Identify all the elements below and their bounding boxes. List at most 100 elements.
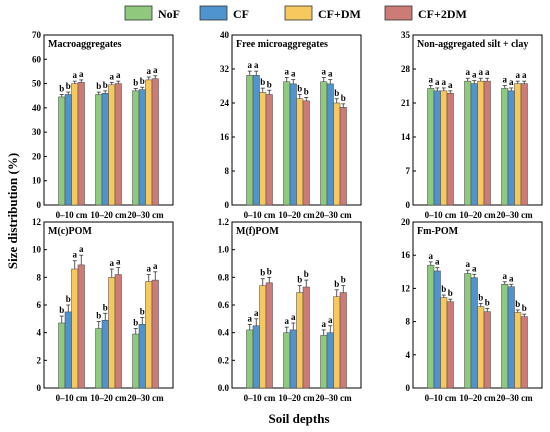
bar <box>333 102 341 206</box>
y-tick-label: 28 <box>401 64 411 74</box>
significance-letter: b <box>441 284 446 294</box>
significance-letter: a <box>429 75 434 85</box>
x-tick-label: 10–20 cm <box>278 210 315 220</box>
significance-letter: a <box>248 313 253 323</box>
significance-letter: a <box>153 65 158 75</box>
legend-label-1: CF <box>233 7 249 21</box>
y-tick-label: 20 <box>401 217 411 227</box>
y-tick-label: 0.4 <box>218 328 230 338</box>
significance-letter: a <box>509 77 514 87</box>
y-tick-label: 12 <box>401 283 411 293</box>
bar <box>145 79 153 206</box>
significance-letter: b <box>66 294 71 304</box>
bar <box>265 94 273 206</box>
significance-letter: a <box>110 71 115 81</box>
y-tick-label: 0 <box>37 383 42 393</box>
significance-letter: a <box>472 263 477 273</box>
significance-letter: b <box>341 275 346 285</box>
y-tick-label: 12 <box>32 217 42 227</box>
bar <box>132 333 140 389</box>
significance-letter: b <box>478 292 483 302</box>
bar <box>296 292 304 389</box>
bar <box>114 83 122 206</box>
bar <box>333 296 341 389</box>
significance-letter: b <box>267 266 272 276</box>
bar <box>259 285 267 389</box>
x-tick-label: 20–30 cm <box>127 210 164 220</box>
significance-letter: b <box>267 79 272 89</box>
significance-letter: a <box>466 259 471 269</box>
bar <box>483 80 491 206</box>
bar <box>501 88 509 206</box>
y-tick-label: 8 <box>225 166 230 176</box>
x-tick-label: 10–20 cm <box>459 393 496 403</box>
y-tick-label: 30 <box>32 127 42 137</box>
significance-letter: a <box>322 67 327 77</box>
x-tick-label: 0–10 cm <box>425 210 457 220</box>
y-tick-label: 16 <box>220 132 230 142</box>
x-tick-label: 0–10 cm <box>244 210 276 220</box>
bar <box>71 268 79 389</box>
significance-letter: a <box>73 250 78 260</box>
y-tick-label: 24 <box>220 98 230 108</box>
bar <box>446 93 454 206</box>
x-tick-label: 20–30 cm <box>315 393 352 403</box>
y-tick-label: 16 <box>401 250 411 260</box>
bar <box>433 90 441 206</box>
significance-letter: a <box>429 251 434 261</box>
bar <box>58 96 66 206</box>
bar <box>58 322 66 389</box>
y-tick-label: 60 <box>32 54 42 64</box>
bar <box>507 286 515 389</box>
significance-letter: a <box>472 70 477 80</box>
bar <box>289 83 297 206</box>
bar <box>283 81 291 206</box>
bar <box>501 284 509 389</box>
bar <box>108 84 116 206</box>
y-tick-label: 7 <box>406 166 411 176</box>
significance-letter: b <box>485 297 490 307</box>
significance-letter: b <box>522 303 527 313</box>
bar <box>514 83 522 206</box>
significance-letter: a <box>503 271 508 281</box>
bar <box>477 80 485 206</box>
significance-letter: a <box>285 316 290 326</box>
significance-letter: a <box>116 70 121 80</box>
panel-title: Fm-POM <box>417 226 459 237</box>
significance-letter: b <box>297 275 302 285</box>
y-tick-label: 40 <box>220 30 230 40</box>
significance-letter: a <box>291 69 296 79</box>
significance-letter: a <box>479 67 484 77</box>
bar <box>132 90 140 206</box>
bar <box>71 83 79 206</box>
bar <box>64 94 72 206</box>
legend-label-0: NoF <box>158 7 180 21</box>
x-tick-label: 0–10 cm <box>56 210 88 220</box>
bar <box>289 329 297 389</box>
y-tick-label: 0 <box>37 200 42 210</box>
significance-letter: a <box>147 264 152 274</box>
bar <box>427 264 435 389</box>
significance-letter: b <box>66 81 71 91</box>
significance-letter: a <box>285 67 290 77</box>
x-tick-label: 10–20 cm <box>278 393 315 403</box>
legend: NoF CF CF+DM CF+2DM <box>124 5 467 21</box>
bar <box>339 292 347 389</box>
x-tick-label: 20–30 cm <box>315 210 352 220</box>
bar <box>283 332 291 389</box>
y-tick-label: 21 <box>401 98 411 108</box>
x-tick-label: 10–20 cm <box>90 393 127 403</box>
significance-letter: a <box>147 66 152 76</box>
bar <box>326 83 334 206</box>
x-tick-label: 0–10 cm <box>425 393 457 403</box>
significance-letter: a <box>435 257 440 267</box>
y-axis-label: Size distribution (%) <box>5 153 20 269</box>
bar <box>252 325 260 389</box>
significance-letter: a <box>509 273 514 283</box>
bar <box>114 274 122 389</box>
significance-letter: a <box>73 70 78 80</box>
significance-letter: a <box>442 77 447 87</box>
